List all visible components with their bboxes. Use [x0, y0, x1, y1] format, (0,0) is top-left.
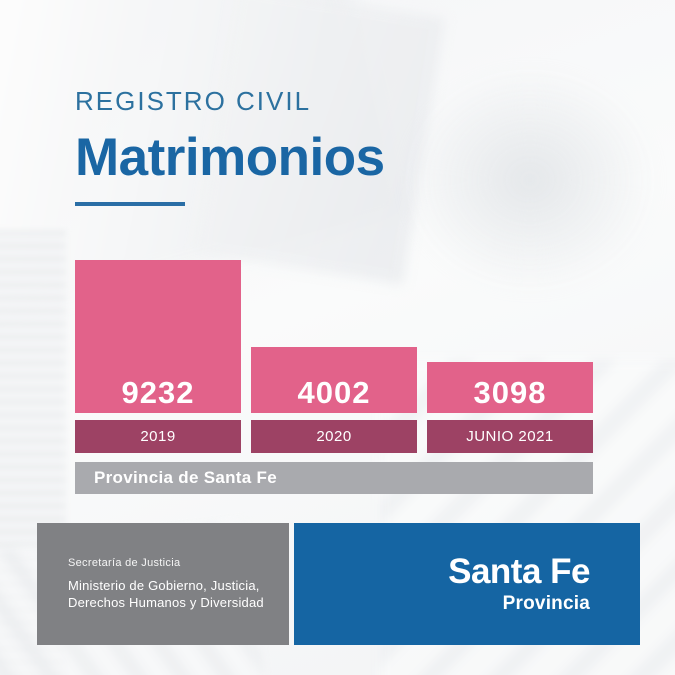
page-title: Matrimonios: [75, 128, 385, 187]
kicker-label: REGISTRO CIVIL: [75, 86, 312, 116]
title-underline: [75, 202, 185, 206]
chart-column: 9232 2019: [75, 260, 241, 453]
chart-column: 4002 2020: [251, 260, 417, 453]
category-label: 2019: [75, 420, 241, 453]
santa-fe-wordmark: Santa Fe: [448, 551, 590, 591]
ministry-label-line1: Ministerio de Gobierno, Justicia,: [68, 577, 260, 593]
secretariat-label: Secretaría de Justicia: [68, 556, 181, 569]
bar-chart: 9232 2019 4002 2020 3098 JUNIO 2021 Provincia…: [75, 260, 593, 494]
provincia-wordmark: Provincia: [502, 592, 590, 614]
ministry-box: Secretaría de Justicia Ministerio de Gob…: [37, 523, 289, 645]
ministry-label-line2: Derechos Humanos y Diversidad: [68, 594, 264, 610]
category-label: JUNIO 2021: [427, 420, 593, 453]
region-band: Provincia de Santa Fe: [75, 462, 593, 494]
bar-2020: 4002: [251, 347, 417, 413]
chart-column: 3098 JUNIO 2021: [427, 260, 593, 453]
bar-value-label: 4002: [297, 375, 371, 410]
header: REGISTRO CIVIL Matrimonios: [75, 86, 385, 206]
footer: Secretaría de Justicia Ministerio de Gob…: [37, 523, 640, 645]
santa-fe-logo-box: Santa Fe Provincia: [294, 523, 640, 645]
bar-value-label: 3098: [473, 375, 547, 410]
bar-value-label: 9232: [121, 375, 195, 410]
bar-2019: 9232: [75, 260, 241, 413]
chart-columns: 9232 2019 4002 2020 3098 JUNIO 2021: [75, 260, 593, 453]
category-label: 2020: [251, 420, 417, 453]
bar-junio-2021: 3098: [427, 362, 593, 413]
